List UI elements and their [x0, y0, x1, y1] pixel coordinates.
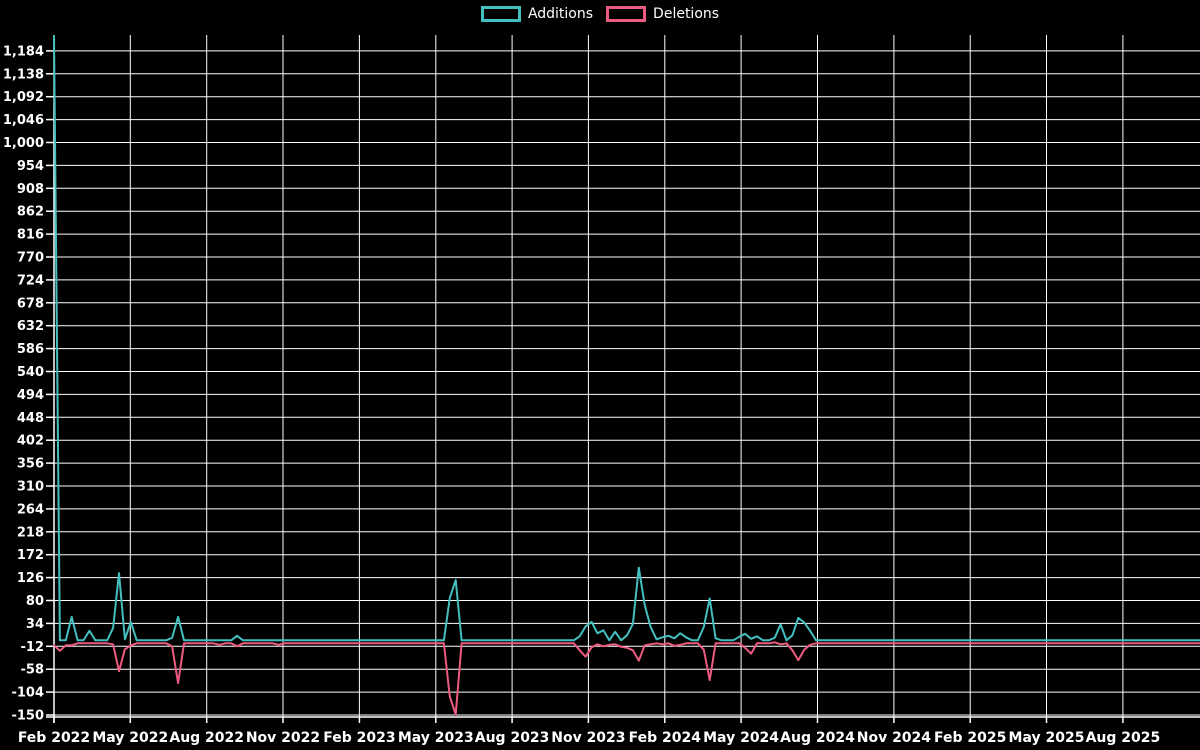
legend-label-additions: Additions — [527, 6, 594, 22]
x-tick-label: May 2024 — [703, 730, 779, 746]
x-tick-label: Nov 2024 — [857, 730, 932, 746]
legend-label-deletions: Deletions — [653, 6, 720, 22]
y-tick-label: 34 — [26, 617, 44, 632]
y-tick-label: 310 — [17, 480, 44, 495]
y-tick-label: 1,184 — [3, 44, 44, 59]
x-tick-label: Feb 2025 — [934, 730, 1006, 746]
y-axis-labels: 1,184 1,138 1,092 1,046 1,000 954 908 862 816 770… — [3, 44, 44, 723]
y-tick-label: 218 — [17, 525, 44, 540]
x-tick-label: Aug 2025 — [1086, 730, 1161, 746]
x-tick-label: May 2025 — [1009, 730, 1085, 746]
y-tick-label: 816 — [17, 228, 44, 243]
y-tick-label: 172 — [17, 548, 44, 563]
y-tick-label: -58 — [21, 663, 45, 678]
y-tick-label: 770 — [17, 251, 44, 266]
y-tick-label: -12 — [21, 640, 45, 655]
x-tick-label: Aug 2024 — [780, 730, 855, 746]
legend-item-deletions[interactable]: Deletions — [606, 6, 719, 22]
y-tick-label: 724 — [17, 273, 44, 288]
y-tick-label: 862 — [17, 205, 44, 220]
y-tick-label: 126 — [17, 571, 44, 586]
axes — [46, 35, 1200, 723]
x-tick-label: May 2022 — [92, 730, 168, 746]
legend-item-additions[interactable]: Additions — [480, 6, 594, 22]
y-tick-label: 678 — [17, 296, 44, 311]
x-tick-label: Feb 2022 — [18, 730, 90, 746]
x-tick-label: Nov 2023 — [551, 730, 625, 746]
x-axis-labels: Feb 2022 May 2022 Aug 2022 Nov 2022 Feb 2023… — [18, 730, 1160, 746]
y-tick-label: 402 — [17, 434, 44, 449]
y-tick-label: 632 — [17, 319, 44, 334]
y-tick-label: 540 — [17, 365, 44, 380]
deletions-line[interactable] — [53, 641, 1200, 716]
y-tick-label: -104 — [11, 686, 44, 701]
x-tick-label: May 2023 — [398, 730, 474, 746]
y-tick-label: 954 — [17, 159, 44, 174]
y-tick-label: 1,000 — [3, 136, 44, 151]
additions-line[interactable] — [53, 35, 1200, 642]
x-tick-label: Feb 2023 — [323, 730, 395, 746]
x-tick-label: Aug 2023 — [475, 730, 550, 746]
y-tick-label: -150 — [11, 709, 44, 724]
additions-swatch-icon — [480, 6, 521, 22]
x-tick-label: Aug 2022 — [169, 730, 244, 746]
y-tick-label: 1,138 — [3, 67, 44, 82]
chart-legend: Additions Deletions — [0, 6, 1200, 22]
y-tick-label: 908 — [17, 182, 44, 197]
x-tick-label: Feb 2024 — [629, 730, 702, 746]
y-tick-label: 494 — [17, 388, 44, 403]
y-tick-label: 80 — [26, 594, 44, 609]
y-tick-label: 264 — [17, 502, 44, 517]
y-tick-label: 1,092 — [3, 90, 44, 105]
y-tick-label: 1,046 — [3, 113, 44, 128]
y-tick-label: 356 — [17, 457, 44, 472]
y-tick-label: 448 — [17, 411, 44, 426]
deletions-swatch-icon — [606, 6, 647, 22]
gridlines — [53, 35, 1200, 717]
x-tick-label: Nov 2022 — [246, 730, 320, 746]
y-tick-label: 586 — [17, 342, 44, 357]
